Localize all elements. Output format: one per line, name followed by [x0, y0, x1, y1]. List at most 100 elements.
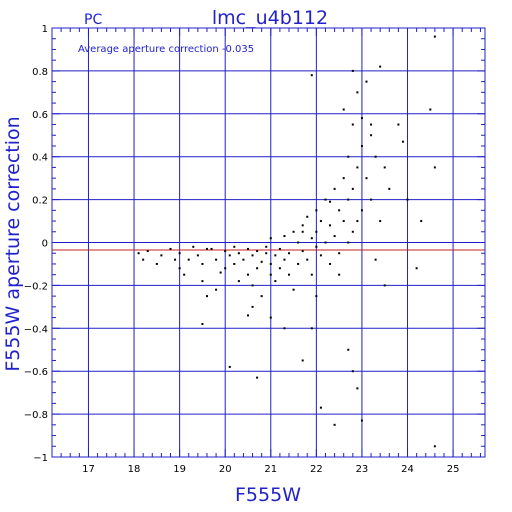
data-point	[356, 387, 359, 390]
data-point	[351, 370, 354, 373]
data-point	[301, 359, 304, 362]
data-point	[274, 254, 277, 257]
data-point	[301, 230, 304, 233]
y-tick-label: −0.2	[24, 281, 48, 292]
data-point	[383, 166, 386, 169]
data-point	[370, 198, 373, 201]
data-point	[178, 252, 181, 255]
data-point	[333, 187, 336, 190]
data-point	[374, 155, 377, 158]
data-point	[292, 230, 295, 233]
data-point	[315, 295, 318, 298]
data-point	[233, 262, 236, 265]
plot-frame	[51, 27, 486, 458]
data-point	[338, 252, 341, 255]
y-tick-label: 0	[42, 239, 48, 250]
data-point	[397, 123, 400, 126]
data-point	[228, 254, 231, 257]
data-point	[260, 295, 263, 298]
data-point	[297, 241, 300, 244]
data-point	[137, 252, 140, 255]
data-point	[383, 284, 386, 287]
data-point	[301, 250, 304, 253]
data-point	[351, 123, 354, 126]
data-point	[224, 267, 227, 270]
data-point	[351, 230, 354, 233]
data-point	[146, 250, 149, 253]
data-point	[178, 267, 181, 270]
data-point	[342, 108, 345, 111]
data-point	[433, 35, 436, 38]
data-point	[401, 140, 404, 143]
data-point	[283, 258, 286, 261]
data-point	[196, 254, 199, 257]
data-point	[228, 365, 231, 368]
data-point	[201, 323, 204, 326]
x-tick-label: 18	[128, 464, 141, 475]
data-point	[429, 108, 432, 111]
data-point	[237, 280, 240, 283]
data-point	[242, 258, 245, 261]
data-point	[269, 273, 272, 276]
data-point	[246, 273, 249, 276]
data-point	[205, 295, 208, 298]
data-point	[315, 209, 318, 212]
y-tick-label: 1	[42, 24, 48, 35]
y-tick-label: −0.4	[24, 324, 48, 335]
data-point	[205, 247, 208, 250]
data-point	[215, 288, 218, 291]
data-point	[379, 65, 382, 68]
data-point	[265, 252, 268, 255]
data-point	[315, 245, 318, 248]
data-point	[329, 224, 332, 227]
x-tick-label: 20	[219, 464, 232, 475]
x-tick-label: 24	[401, 464, 414, 475]
data-point	[388, 187, 391, 190]
data-point	[278, 267, 281, 270]
data-point	[415, 267, 418, 270]
x-tick-label: 23	[356, 464, 369, 475]
data-point	[306, 258, 309, 261]
data-point	[351, 69, 354, 72]
data-point	[351, 187, 354, 190]
y-tick-label: −1	[33, 453, 48, 464]
data-point	[310, 74, 313, 77]
y-tick-label: 0.2	[32, 196, 48, 207]
data-point	[338, 209, 341, 212]
data-point	[342, 177, 345, 180]
data-point	[269, 237, 272, 240]
data-point	[356, 91, 359, 94]
y-tick-label: 0.6	[32, 110, 48, 121]
data-point	[324, 198, 327, 201]
data-point	[356, 220, 359, 223]
y-tick-label: 0.8	[32, 67, 48, 78]
data-point	[301, 224, 304, 227]
data-point	[256, 267, 259, 270]
data-point	[360, 144, 363, 147]
data-point	[360, 209, 363, 212]
x-axis-label: F555W	[235, 484, 301, 506]
data-point	[347, 348, 350, 351]
data-point	[192, 245, 195, 248]
data-point	[433, 166, 436, 169]
data-point	[224, 250, 227, 253]
data-point	[360, 419, 363, 422]
data-point	[324, 241, 327, 244]
data-point	[256, 376, 259, 379]
data-point	[274, 280, 277, 283]
data-point	[251, 254, 254, 257]
data-point	[310, 273, 313, 276]
data-point	[288, 273, 291, 276]
chart-title: lmc_u4b112	[212, 7, 328, 29]
data-point	[260, 260, 263, 263]
data-point	[278, 247, 281, 250]
data-point	[292, 288, 295, 291]
data-point	[333, 235, 336, 238]
data-point	[338, 273, 341, 276]
data-point	[329, 200, 332, 203]
data-point	[333, 423, 336, 426]
reference-lines	[52, 242, 485, 251]
data-point	[406, 198, 409, 201]
data-point	[297, 262, 300, 265]
